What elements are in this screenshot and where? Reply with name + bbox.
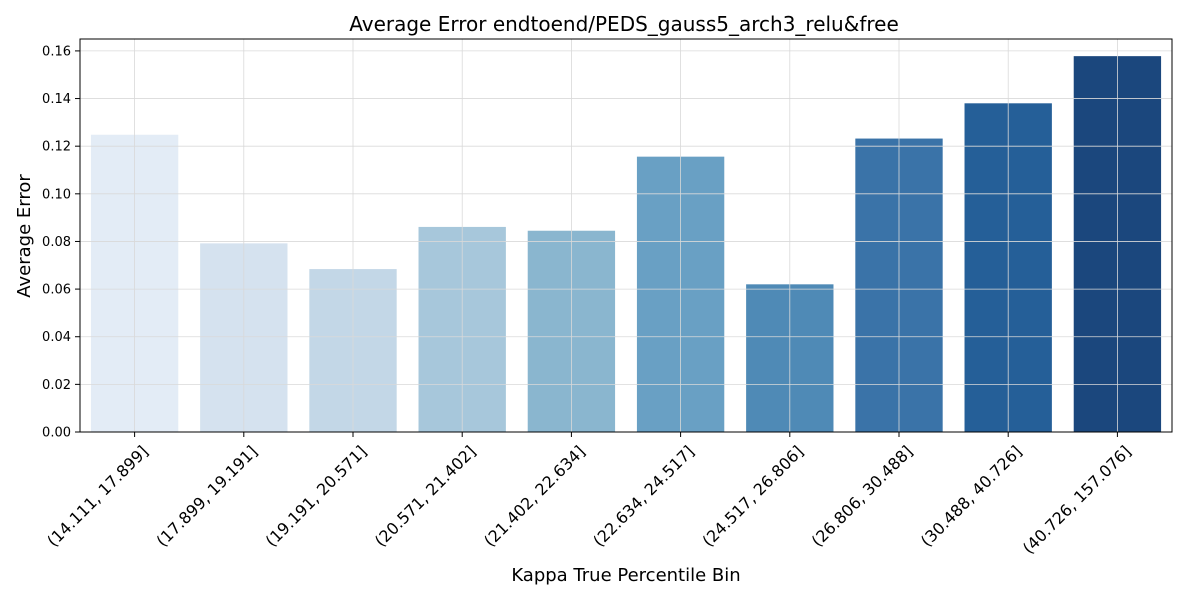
x-tick-label: (17.899, 19.191] xyxy=(152,442,261,551)
x-tick-label: (24.517, 26.806] xyxy=(698,442,807,551)
y-tick-label: 0.08 xyxy=(42,235,71,250)
y-tick-label: 0.12 xyxy=(42,140,71,155)
y-axis-label: Average Error xyxy=(14,174,35,298)
y-tick-label: 0.00 xyxy=(42,426,71,441)
x-tick-label: (40.726, 157.076] xyxy=(1019,442,1135,558)
y-tick-label: 0.16 xyxy=(42,44,71,59)
x-tick-label: (26.806, 30.488] xyxy=(808,442,917,551)
x-axis-label: Kappa True Percentile Bin xyxy=(511,565,740,586)
x-axis-ticks: (14.111, 17.899] (17.899, 19.191] (19.191,… xyxy=(43,432,1135,558)
y-tick-label: 0.10 xyxy=(42,187,71,202)
bars xyxy=(90,56,1162,433)
y-tick-label: 0.06 xyxy=(42,283,71,298)
x-tick-label: (22.634, 24.517] xyxy=(589,442,698,551)
x-tick-label: (14.111, 17.899] xyxy=(43,442,152,551)
chart-title: Average Error endtoend/PEDS_gauss5_arch3… xyxy=(349,12,899,36)
y-tick-label: 0.02 xyxy=(42,378,71,393)
x-tick-label: (19.191, 20.571] xyxy=(262,442,371,551)
plot-frame xyxy=(79,38,1173,433)
y-tick-label: 0.04 xyxy=(42,330,71,345)
x-tick-label: (21.402, 22.634] xyxy=(480,442,589,551)
grid xyxy=(80,39,1172,433)
y-axis-ticks: 0.00 0.02 0.04 0.06 0.08 0.10 0.12 0.14 0.16 xyxy=(42,44,80,441)
x-tick-label: (20.571, 21.402] xyxy=(371,442,480,551)
y-tick-label: 0.14 xyxy=(42,92,71,107)
x-tick-label: (30.488, 40.726] xyxy=(917,442,1026,551)
